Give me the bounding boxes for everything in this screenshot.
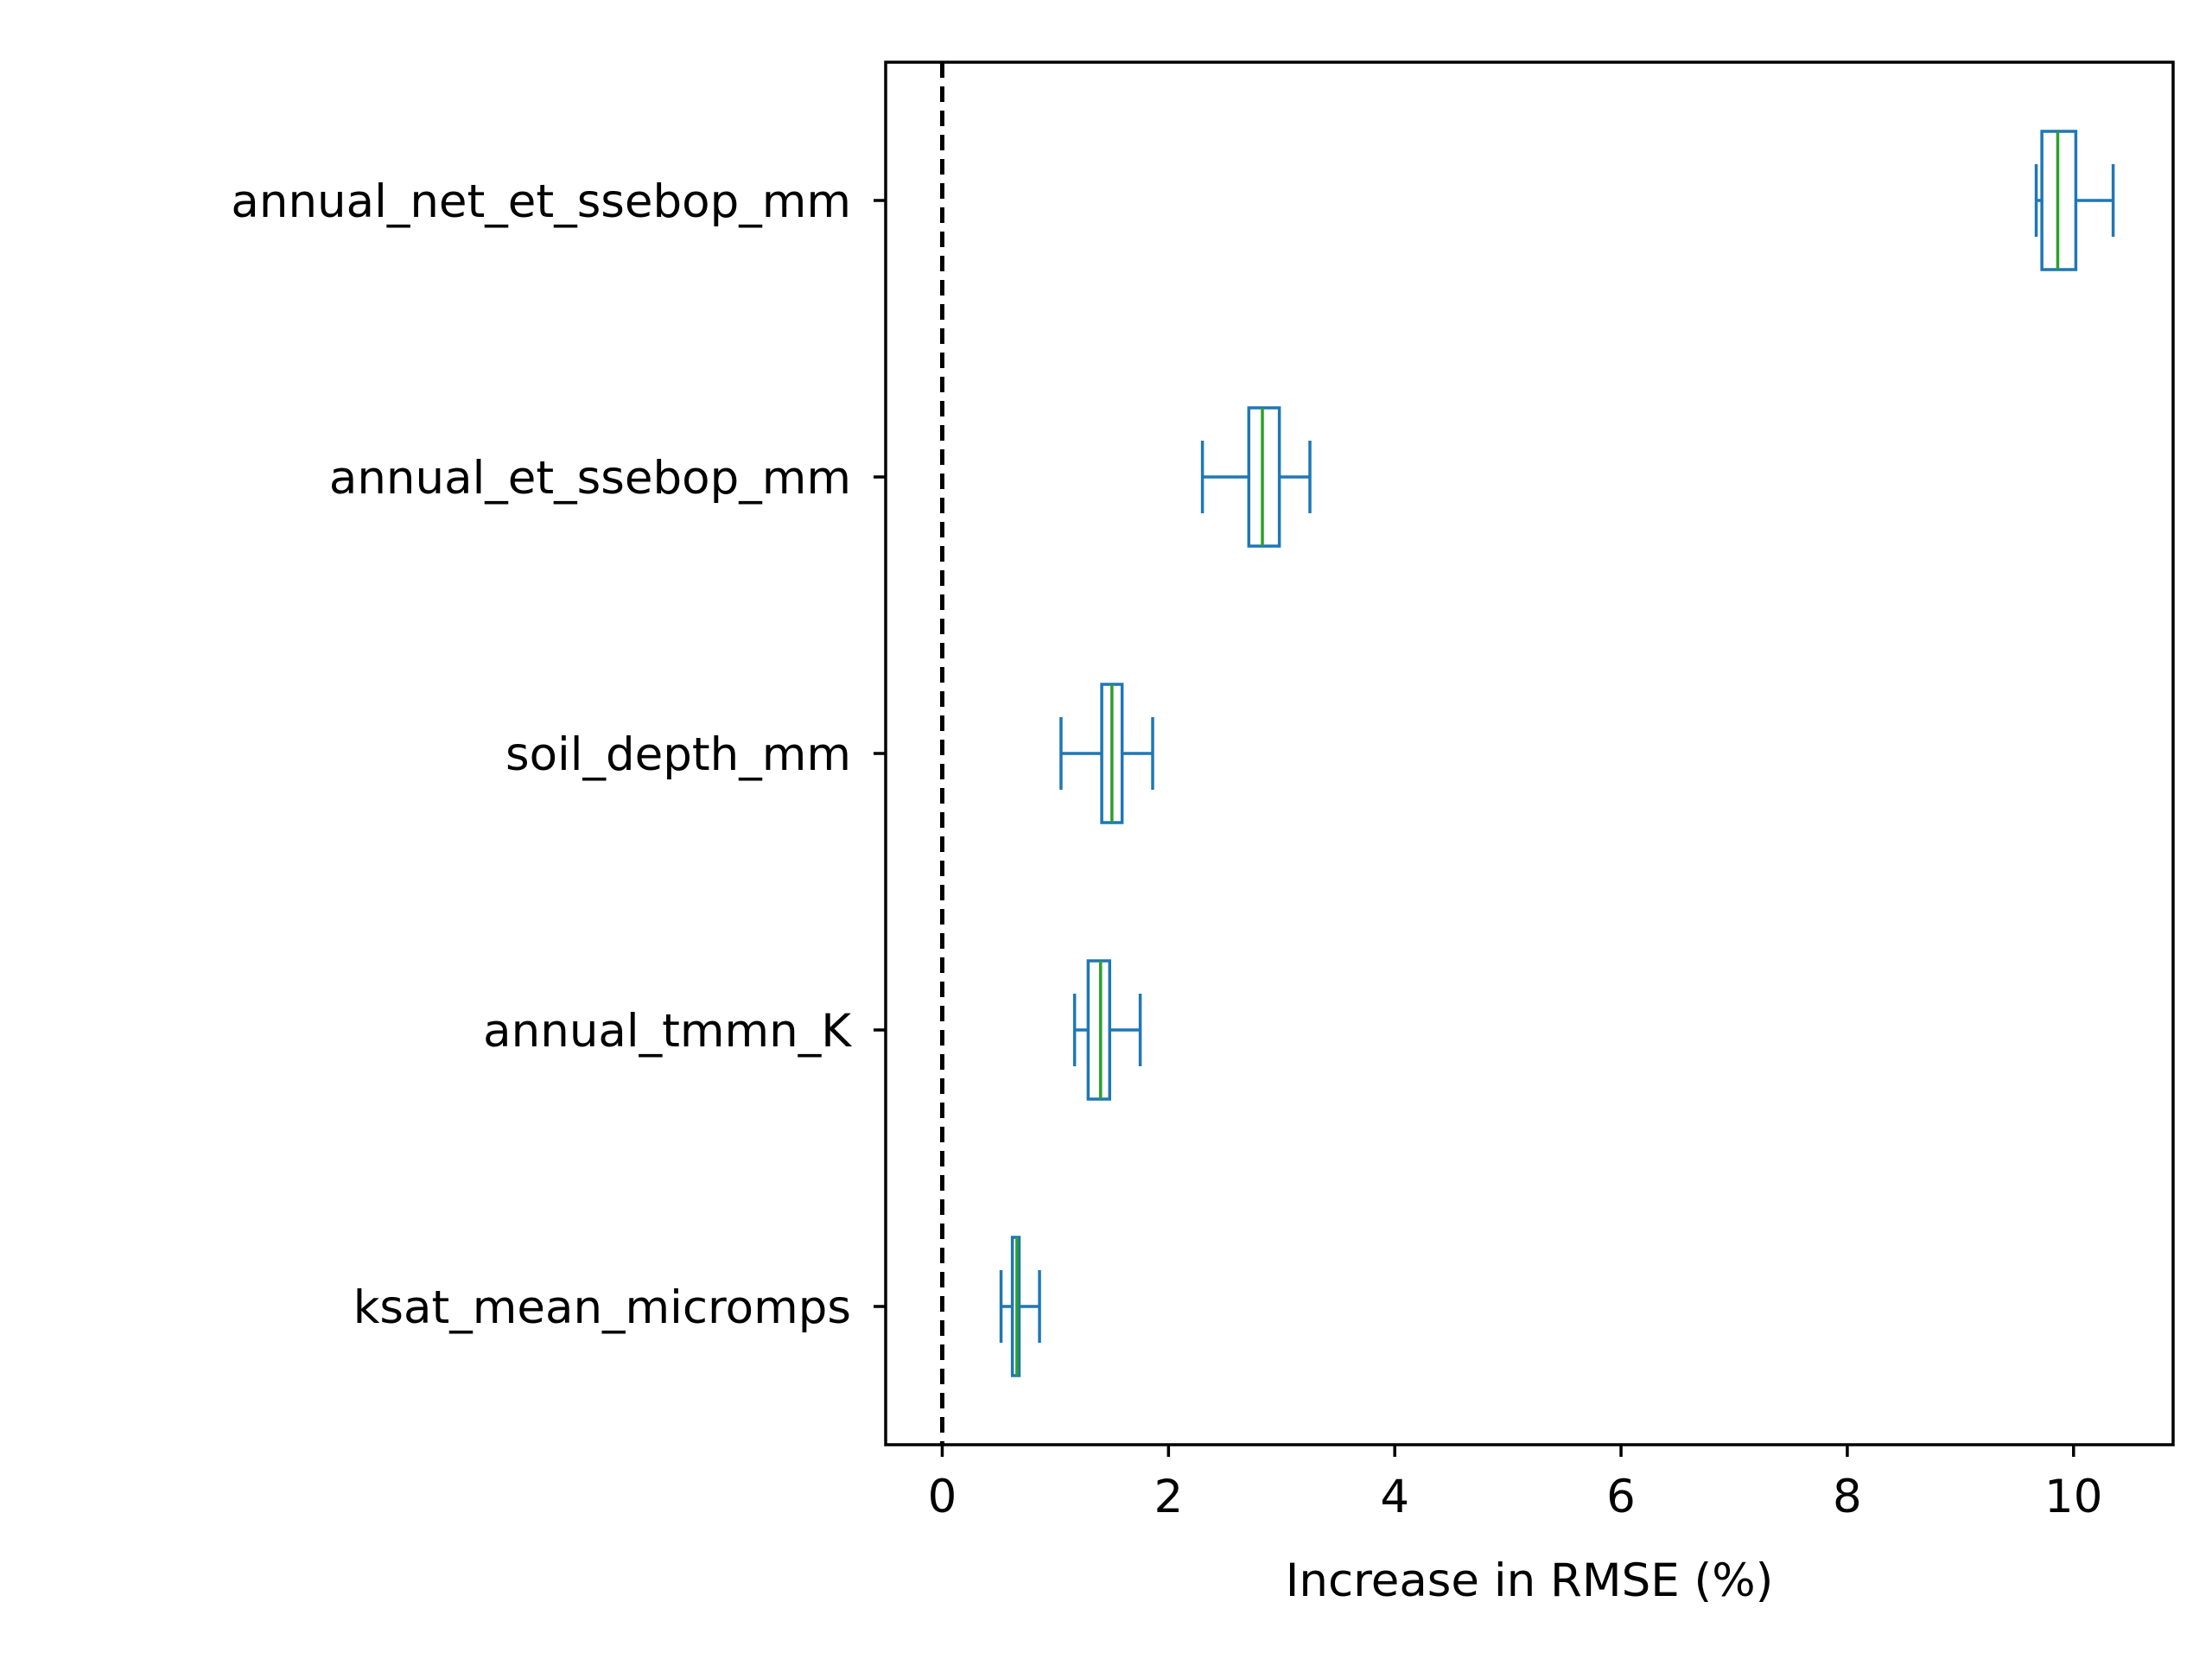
y-tick-label: ksat_mean_micromps — [353, 1281, 851, 1334]
y-tick-label: annual_net_et_ssebop_mm — [231, 175, 851, 228]
x-tick-label: 4 — [1380, 1471, 1409, 1523]
x-tick-label: 10 — [2044, 1471, 2102, 1523]
box-iqr — [1086, 959, 1111, 1101]
x-axis-label: Increase in RMSE (%) — [1286, 1554, 1774, 1607]
x-tick-label: 8 — [1833, 1471, 1862, 1523]
plot-frame — [884, 60, 2175, 1446]
x-tick-label: 6 — [1606, 1471, 1636, 1523]
box-iqr — [1247, 406, 1281, 548]
x-tick-label: 0 — [928, 1471, 957, 1523]
y-tick-label: annual_et_ssebop_mm — [329, 452, 851, 505]
y-tick-label: annual_tmmn_K — [483, 1005, 852, 1058]
y-tick-label: soil_depth_mm — [505, 728, 851, 781]
x-tick-label: 2 — [1154, 1471, 1183, 1523]
chart-marks: annual_net_et_ssebop_mm annual_et_ssebop_… — [231, 62, 2115, 1523]
